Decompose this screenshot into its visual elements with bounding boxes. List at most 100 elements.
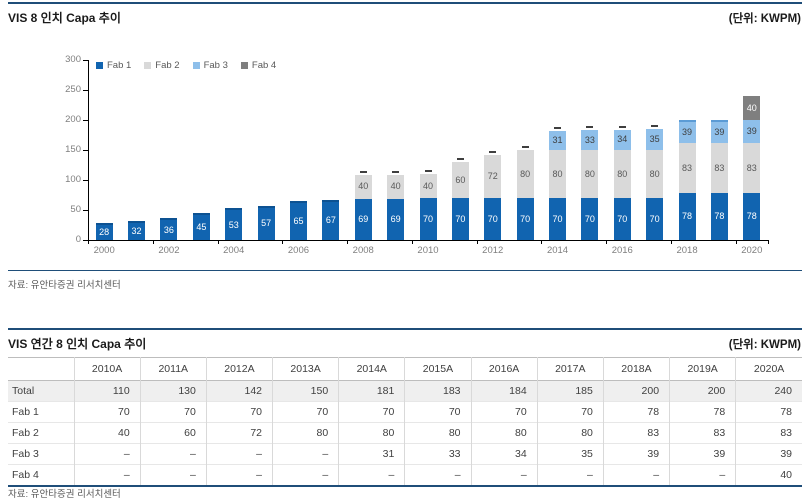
table-cell: 80: [470, 422, 538, 444]
table-cell: 34: [470, 443, 538, 465]
bar-segment: 80: [646, 150, 664, 198]
table-cell: 80: [404, 422, 472, 444]
table-cell: 40: [735, 464, 802, 486]
legend-label: Fab 4: [251, 60, 277, 71]
bar-segment: 72: [484, 154, 502, 198]
row-label: Fab 3: [12, 448, 39, 460]
table-row: Fab 2 40 60 72 80 80 80 80 80 83 83 83: [8, 422, 802, 444]
bar-segment: 80: [516, 150, 534, 198]
year-column-header: 2016A: [470, 357, 538, 381]
capa-stacked-bar-chart: Fab 1 Fab 2 Fab 3 Fab 4 0 50 100 150 200 250 300 2…: [65, 54, 769, 256]
bar-segment: 32: [128, 220, 146, 240]
year-column-header: 2012A: [205, 357, 273, 381]
bar-segment: 83: [743, 143, 761, 194]
table-row: Fab 3– – – –31 33 34 35 39 39 39: [8, 443, 802, 465]
table-cell: 130: [139, 380, 207, 402]
bar-top-marker: [554, 127, 562, 130]
x-axis-tick-label: 2000: [93, 245, 115, 256]
y-axis-tick: [83, 90, 88, 91]
top-divider: [8, 2, 802, 4]
bar-segment: 40: [387, 174, 405, 199]
bar-segment: 34: [613, 129, 631, 150]
chart-source: 자료: 유안타증권 리서치센터: [8, 280, 121, 291]
table-cell: 33: [404, 443, 472, 465]
year-column-header: 2019A: [669, 357, 736, 381]
chart-unit-label: (단위: KWPM): [728, 13, 801, 25]
capa-table: 2010A 2011A 2012A 2013A 2014A 2015A 2016A 2017A…: [8, 357, 802, 487]
bar-segment: 60: [451, 162, 469, 198]
table-cell: 142: [205, 380, 273, 402]
x-axis-tick-label: 2016: [611, 245, 633, 256]
y-axis-tick: [83, 210, 88, 211]
table-cell: –: [272, 443, 339, 465]
bar-top-marker: [521, 146, 529, 148]
bar-segment: 33: [581, 130, 599, 150]
bar-segment: 39: [710, 120, 728, 144]
table-cell: 70: [272, 401, 339, 423]
bar-segment: 70: [516, 198, 534, 240]
table-cell: 185: [536, 380, 604, 402]
table-cell: 70: [139, 401, 207, 423]
bar-segment: 45: [192, 213, 210, 240]
table-cell: –: [602, 464, 670, 486]
table-cell: 60: [139, 422, 207, 444]
bar-top-marker: [651, 125, 659, 127]
table-top-divider: [8, 328, 802, 330]
table-cell: –: [205, 464, 273, 486]
table-cell: 40: [73, 422, 141, 444]
x-axis-tick: [541, 240, 543, 244]
legend-swatch-icon: [144, 62, 152, 69]
table-cell: 83: [669, 422, 736, 444]
bar-segment: 65: [289, 201, 307, 240]
row-label: Total: [12, 385, 35, 397]
legend-item: Fab 2: [144, 60, 180, 71]
bar-segment: 83: [710, 143, 728, 194]
table-cell: 80: [338, 422, 405, 444]
year-column-header: 2013A: [272, 357, 339, 381]
bar-segment: 36: [160, 218, 178, 240]
bar-segment: 83: [678, 143, 696, 194]
row-label: Fab 1: [12, 406, 39, 418]
chart-legend: Fab 1 Fab 2 Fab 3 Fab 4: [96, 60, 276, 71]
table-cell: –: [470, 464, 538, 486]
table-cell: 80: [536, 422, 604, 444]
table-row: Fab 1 70 70 70 70 70 70 70 70 78 78 78: [8, 401, 802, 423]
bar-segment: 70: [613, 198, 631, 240]
table-cell: 70: [470, 401, 538, 423]
x-axis-tick: [152, 240, 154, 244]
bar-top-marker: [359, 170, 367, 173]
table-cell: 83: [735, 422, 802, 444]
table-cell: 80: [272, 422, 339, 444]
bar-segment: 78: [743, 193, 761, 240]
bar-segment: 78: [710, 193, 728, 240]
bar-segment: 70: [549, 198, 567, 240]
table-cell: 35: [536, 443, 604, 465]
table-source: 자료: 유안타증권 리서치센터: [8, 489, 121, 500]
bar-top-marker: [586, 126, 594, 129]
bar-segment: 69: [354, 198, 372, 240]
x-axis-tick: [606, 240, 608, 244]
x-axis-tick: [411, 240, 413, 244]
table-cell: –: [205, 443, 273, 465]
table-cell: 184: [470, 380, 538, 402]
x-axis-tick: [476, 240, 478, 244]
bar-segment: 40: [419, 174, 437, 198]
bar-segment: 70: [646, 198, 664, 240]
chart-title: VIS 8 인치 Capa 추이: [8, 11, 121, 25]
x-axis-tick-label: 2006: [287, 245, 310, 256]
table-cell: –: [669, 464, 736, 486]
y-axis-tick: [83, 150, 88, 151]
table-cell: 31: [338, 443, 405, 465]
table-unit-label: (단위: KWPM): [728, 339, 801, 351]
x-axis-tick-label: 2004: [223, 245, 245, 256]
bar-top-marker: [392, 170, 400, 173]
table-cell: 78: [735, 401, 802, 423]
year-column-header: 2017A: [536, 357, 604, 381]
y-axis-tick: [83, 240, 88, 241]
bar-segment: 70: [419, 198, 437, 240]
x-axis-tick-label: 2014: [546, 245, 569, 256]
y-axis-tick-label: 150: [65, 144, 81, 155]
x-axis-tick-label: 2008: [352, 245, 374, 256]
bar-segment: 67: [322, 199, 340, 240]
legend-swatch-icon: [192, 62, 200, 69]
